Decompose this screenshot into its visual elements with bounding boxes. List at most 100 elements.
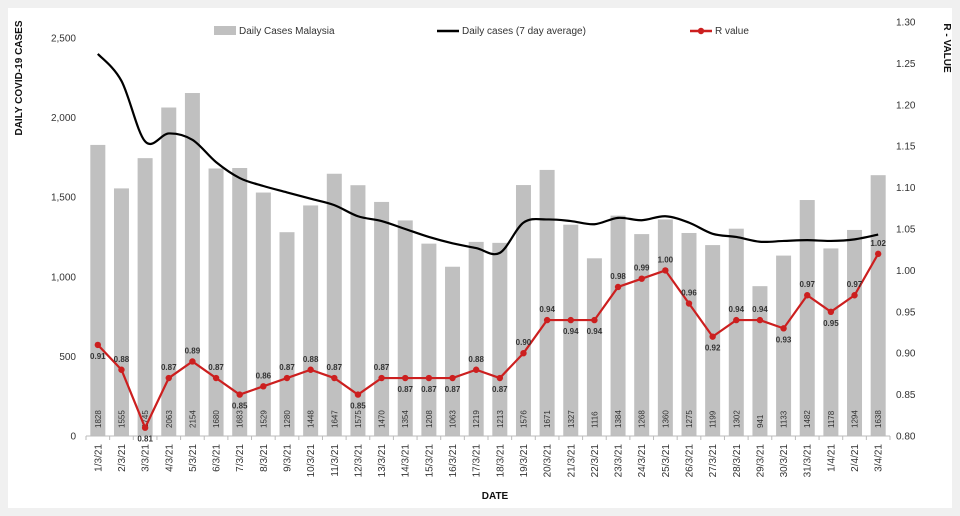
x-tick-label: 10/3/21: [306, 444, 317, 478]
r-value-label: 0.81: [137, 435, 153, 444]
legend: Daily Cases Malaysia Daily cases (7 day a…: [214, 26, 749, 37]
bar-value-label: 1448: [307, 410, 316, 428]
x-tick-label: 2/3/21: [117, 444, 128, 472]
r-value-point: [851, 292, 858, 299]
bar: [303, 205, 319, 436]
r-value-point: [543, 316, 551, 324]
bar: [657, 219, 673, 436]
r-value-point: [425, 374, 433, 382]
r-value-label: 0.95: [823, 319, 839, 328]
bar: [728, 228, 744, 436]
r-value-point: [756, 316, 764, 324]
x-tick-label: 2/4/21: [850, 444, 861, 472]
bar-value-label: 1529: [259, 410, 268, 428]
x-tick-label: 22/3/21: [590, 444, 601, 478]
r-value-point: [591, 316, 598, 324]
x-tick-label: 23/3/21: [614, 444, 625, 478]
r-value-label: 1.02: [870, 239, 886, 248]
bar: [255, 192, 271, 436]
bar: [563, 224, 579, 436]
r-value-label: 0.88: [114, 355, 130, 364]
r-value-point: [709, 333, 716, 340]
r-value-point: [236, 391, 243, 398]
bar-value-label: 1470: [378, 410, 387, 428]
bar: [492, 242, 508, 436]
bar-value-label: 1275: [685, 410, 694, 428]
r-value-label: 0.94: [752, 305, 768, 314]
r-value-label: 0.92: [705, 344, 721, 353]
bar-value-label: 1638: [874, 410, 883, 428]
bar-value-label: 1354: [401, 410, 410, 428]
bar: [823, 248, 839, 436]
bar: [279, 232, 295, 436]
bar-value-label: 941: [756, 414, 765, 428]
bar: [847, 229, 863, 436]
bar-value-label: 1482: [803, 410, 812, 428]
y2-tick-label: 1.10: [896, 183, 916, 194]
r-value-label: 0.87: [445, 385, 461, 394]
bar: [90, 144, 106, 436]
x-tick-label: 13/3/21: [377, 444, 388, 478]
x-tick-label: 14/3/21: [401, 444, 412, 478]
bar: [610, 215, 626, 436]
r-value-label: 0.87: [421, 385, 437, 394]
r-value-label: 0.94: [539, 305, 555, 314]
bar: [374, 201, 390, 436]
bar-value-label: 1327: [567, 410, 576, 428]
y2-tick-label: 1.30: [896, 18, 916, 29]
r-value-label: 0.89: [185, 346, 201, 355]
bar-value-label: 1828: [94, 410, 103, 428]
bar-value-labels: 1828 1555 1745 2063 2154 1680 1683 1529 1280 1448…: [94, 410, 883, 428]
x-tick-label: 16/3/21: [448, 444, 459, 478]
r-value-point: [685, 300, 693, 307]
r-value-point: [165, 374, 172, 382]
y2-tick-label: 0.85: [896, 390, 916, 401]
r-value-label: 0.87: [327, 363, 343, 372]
r-value-label: 0.97: [799, 280, 815, 289]
y2-axis-label: R - VALUE: [941, 23, 952, 73]
x-tick-label: 15/3/21: [424, 444, 435, 478]
r-value-point: [827, 308, 835, 315]
y-tick-label: 0: [70, 432, 76, 443]
x-tick-label: 1/4/21: [826, 444, 837, 472]
r-value-label: 0.91: [90, 352, 106, 361]
r-value-label: 0.97: [847, 280, 863, 289]
bar-value-label: 1555: [117, 410, 126, 428]
r-value-point: [780, 325, 787, 332]
bar-value-label: 1683: [236, 410, 245, 428]
r-value-label: 0.87: [279, 363, 295, 372]
x-tick-label: 24/3/21: [637, 444, 648, 478]
bar-value-label: 1680: [212, 410, 221, 428]
legend-label-avg: Daily cases (7 day average): [462, 26, 586, 37]
x-tick-label: 29/3/21: [755, 444, 766, 478]
r-value-point: [874, 250, 882, 258]
y2-tick-label: 0.90: [896, 349, 916, 360]
bar-value-label: 1384: [614, 410, 623, 428]
bar: [681, 232, 697, 436]
r-value-point: [189, 358, 196, 365]
bar-value-label: 1213: [496, 410, 505, 428]
r-value-label: 0.98: [610, 272, 626, 281]
x-tick-label: 9/3/21: [283, 444, 294, 472]
y-axis-label: DAILY COVID-19 CASES: [14, 20, 25, 135]
r-value-label: 0.85: [232, 402, 248, 411]
legend-marker-r: [697, 27, 705, 35]
x-tick-label: 20/3/21: [543, 444, 554, 478]
bar-value-label: 1576: [519, 410, 528, 428]
bar-value-label: 1647: [330, 410, 339, 428]
axes: 0 500 1,000 1,500 2,000 2,500 0.80 0.85 0.90 0.95…: [51, 18, 916, 478]
bar-value-label: 1280: [283, 410, 292, 428]
y2-tick-label: 1.20: [896, 100, 916, 111]
r-value-point: [307, 366, 314, 373]
r-value-label: 0.87: [374, 363, 390, 372]
x-tick-label: 7/3/21: [235, 444, 246, 472]
y-tick-label: 1,500: [51, 193, 76, 204]
x-tick-label: 6/3/21: [212, 444, 223, 472]
r-value-point: [520, 350, 527, 357]
bar-value-label: 1745: [141, 410, 150, 428]
x-tick-label: 12/3/21: [353, 444, 364, 478]
r-value-point: [141, 424, 149, 431]
bar: [397, 220, 413, 436]
r-value-point: [378, 374, 385, 382]
